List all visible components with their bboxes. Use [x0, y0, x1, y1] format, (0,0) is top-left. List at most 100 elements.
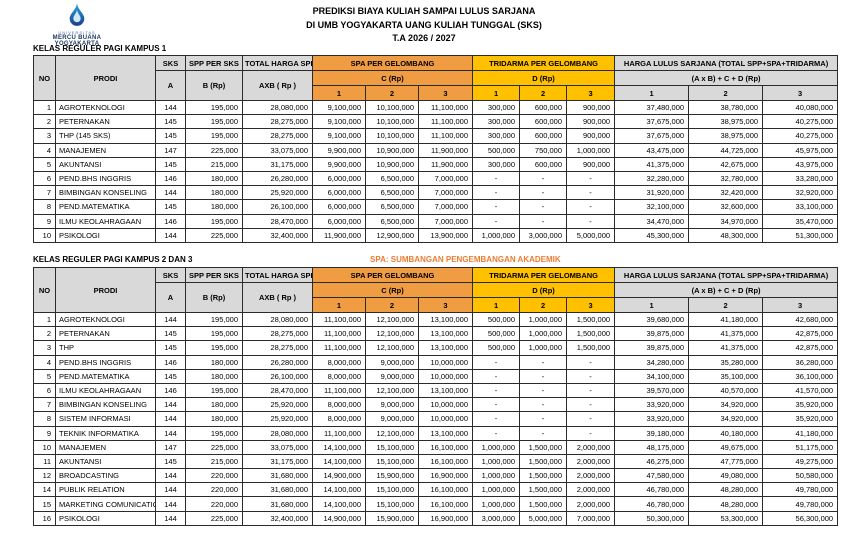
- spa-gelombang-1: 14,100,000: [312, 496, 366, 512]
- col-wave-tridarma-1: 1: [472, 85, 521, 101]
- col-header-spp-per-sks: SPP PER SKS: [185, 55, 243, 71]
- logo-text-yogyakarta: YOGYAKARTA: [54, 41, 100, 47]
- col-header-total-harga-spp: TOTAL HARGA SPP: [242, 55, 313, 71]
- sks-value: 145: [155, 326, 186, 342]
- harga-lulus-gelombang-3: 42,680,000: [762, 311, 839, 328]
- harga-lulus-gelombang-2: 42,675,000: [688, 156, 764, 172]
- sks-value: 144: [155, 482, 186, 498]
- total-harga-spp-value: 31,175,000: [242, 156, 313, 172]
- harga-lulus-gelombang-3: 42,875,000: [762, 340, 839, 356]
- harga-lulus-gelombang-3: 32,920,000: [762, 185, 839, 201]
- harga-lulus-gelombang-3: 43,975,000: [762, 156, 839, 172]
- harga-lulus-gelombang-3: 49,780,000: [762, 496, 839, 512]
- spa-gelombang-3: 11,900,000: [417, 156, 474, 172]
- harga-lulus-gelombang-1: 34,100,000: [614, 368, 690, 384]
- tridarma-gelombang-3: -: [566, 425, 616, 441]
- table-row: 5 PEND.MATEMATIKA 145 180,000 26,100,000 8,00…: [33, 368, 839, 384]
- tridarma-gelombang-2: -: [519, 170, 568, 187]
- tridarma-gelombang-1: -: [472, 185, 521, 201]
- spa-gelombang-3: 16,900,000: [417, 468, 474, 484]
- harga-lulus-gelombang-2: 48,280,000: [688, 496, 764, 512]
- harga-lulus-gelombang-2: 35,280,000: [688, 354, 764, 370]
- harga-lulus-gelombang-1: 37,675,000: [614, 128, 690, 144]
- col-header-prodi: PRODI: [55, 55, 156, 101]
- spa-gelombang-1: 8,000,000: [312, 411, 366, 427]
- prodi-name: PEND.BHS INGGRIS: [55, 170, 156, 187]
- prodi-name: PEND.MATEMATIKA: [55, 199, 156, 215]
- table-row: 8 PEND.MATEMATIKA 145 180,000 26,100,000 6,00…: [33, 199, 839, 215]
- harga-lulus-gelombang-2: 41,375,000: [688, 340, 764, 356]
- tridarma-gelombang-2: 600,000: [519, 99, 568, 116]
- harga-lulus-gelombang-2: 48,300,000: [688, 227, 764, 243]
- spa-gelombang-3: 10,000,000: [417, 411, 474, 427]
- table-row: 4 PEND.BHS INGGRIS 146 180,000 26,280,000 8,0…: [33, 354, 839, 370]
- spa-gelombang-2: 6,500,000: [365, 170, 419, 187]
- sks-value: 145: [155, 128, 186, 144]
- tridarma-gelombang-2: -: [519, 354, 568, 370]
- tridarma-gelombang-3: -: [566, 170, 616, 187]
- table-row: 9 TEKNIK INFORMATIKA 144 195,000 28,080,000 1…: [33, 425, 839, 441]
- table-row: 10 PSIKOLOGI 144 225,000 32,400,000 11,900,00…: [33, 227, 839, 243]
- harga-lulus-gelombang-3: 49,780,000: [762, 482, 839, 498]
- col-subheader-c-rp: C (Rp): [311, 282, 474, 298]
- row-no: 9: [33, 425, 56, 441]
- sks-value: 144: [155, 397, 186, 413]
- row-no: 4: [33, 354, 56, 370]
- spa-gelombang-3: 7,000,000: [417, 170, 474, 187]
- spa-gelombang-2: 9,000,000: [365, 411, 419, 427]
- row-no: 8: [33, 411, 56, 427]
- prodi-name: TEKNIK INFORMATIKA: [55, 425, 156, 441]
- harga-lulus-gelombang-1: 45,300,000: [614, 227, 690, 243]
- spa-gelombang-2: 15,900,000: [365, 468, 419, 484]
- harga-lulus-gelombang-1: 33,920,000: [614, 397, 690, 413]
- water-drop-logo-icon: [69, 2, 85, 26]
- spa-gelombang-3: 13,100,000: [417, 326, 474, 342]
- harga-lulus-gelombang-3: 40,275,000: [762, 114, 839, 130]
- spa-gelombang-3: 16,100,000: [417, 439, 474, 455]
- tridarma-gelombang-1: 300,000: [472, 156, 521, 172]
- spa-gelombang-2: 15,100,000: [365, 439, 419, 455]
- prodi-name: AKUNTANSI: [55, 453, 156, 470]
- university-logo: UNIVERSITAS MERCU BUANA YOGYAKARTA: [42, 2, 112, 47]
- row-no: 6: [33, 170, 56, 187]
- table-row: 4 MANAJEMEN 147 225,000 33,075,000 9,900,000 1…: [33, 142, 839, 158]
- spa-gelombang-3: 10,000,000: [417, 354, 474, 370]
- sks-value: 145: [155, 368, 186, 384]
- table-row: 3 THP (145 SKS) 145 195,000 28,275,000 9,100,…: [33, 128, 839, 144]
- col-wave-tridarma-1: 1: [472, 297, 521, 313]
- tridarma-gelombang-2: -: [519, 411, 568, 427]
- spp-per-sks-value: 195,000: [185, 99, 243, 116]
- sks-value: 144: [155, 311, 186, 328]
- tridarma-gelombang-2: 5,000,000: [519, 510, 568, 526]
- tridarma-gelombang-1: 1,000,000: [472, 227, 521, 243]
- prodi-name: THP: [55, 340, 156, 356]
- col-header-spa-group: SPA PER GELOMBANG: [311, 267, 474, 283]
- spp-per-sks-value: 220,000: [185, 496, 243, 512]
- harga-lulus-gelombang-2: 40,570,000: [688, 382, 764, 399]
- spa-gelombang-3: 10,000,000: [417, 368, 474, 384]
- harga-lulus-gelombang-3: 49,275,000: [762, 453, 839, 470]
- harga-lulus-gelombang-2: 34,920,000: [688, 411, 764, 427]
- prodi-name: ILMU KEOLAHRAGAAN: [55, 382, 156, 399]
- tridarma-gelombang-3: 2,000,000: [566, 496, 616, 512]
- spp-per-sks-value: 180,000: [185, 199, 243, 215]
- spa-gelombang-3: 13,100,000: [417, 340, 474, 356]
- table-row: 9 ILMU KEOLAHRAGAAN 146 195,000 28,470,000 6,…: [33, 213, 839, 229]
- total-harga-spp-value: 31,175,000: [242, 453, 313, 470]
- harga-lulus-gelombang-3: 40,275,000: [762, 128, 839, 144]
- tridarma-gelombang-1: -: [472, 425, 521, 441]
- row-no: 12: [33, 468, 56, 484]
- total-harga-spp-value: 32,400,000: [242, 227, 313, 243]
- tridarma-gelombang-3: 2,000,000: [566, 482, 616, 498]
- col-subheader-axb-rp: AXB ( Rp ): [242, 282, 313, 313]
- tridarma-gelombang-3: 2,000,000: [566, 453, 616, 470]
- col-subheader-axb-c-d: (A x B) + C + D (Rp): [614, 282, 839, 298]
- tridarma-gelombang-2: -: [519, 368, 568, 384]
- spp-per-sks-value: 215,000: [185, 156, 243, 172]
- row-no: 7: [33, 185, 56, 201]
- harga-lulus-gelombang-2: 53,300,000: [688, 510, 764, 526]
- harga-lulus-gelombang-1: 46,780,000: [614, 496, 690, 512]
- spp-per-sks-value: 195,000: [185, 311, 243, 328]
- harga-lulus-gelombang-3: 45,975,000: [762, 142, 839, 158]
- harga-lulus-gelombang-3: 35,920,000: [762, 411, 839, 427]
